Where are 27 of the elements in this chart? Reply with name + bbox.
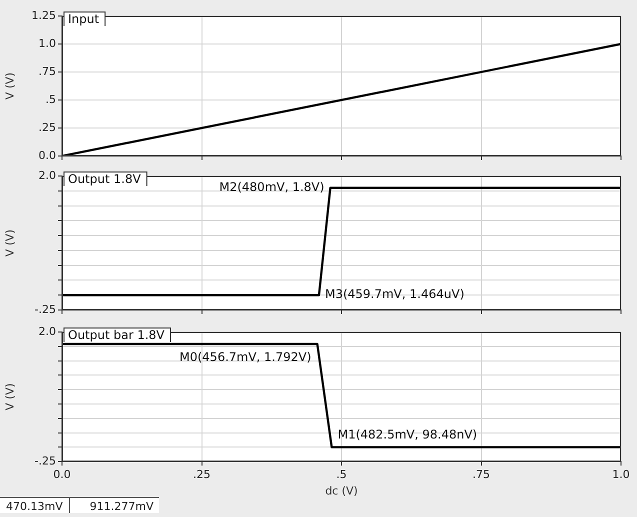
y-tick-label: 0.0 [38,148,56,162]
y-axis-title: V (V) [3,229,16,257]
chart-title: Input [68,12,100,26]
y-axis-title: V (V) [3,72,16,100]
y-tick-label: .5 [46,92,56,106]
y-tick-label: 2.0 [38,168,56,182]
chart-title: Output bar 1.8V [68,328,166,342]
x-axis-title: dc (V) [325,484,358,498]
y-tick-label: -.25 [34,454,56,468]
y-tick-label: .75 [38,64,56,78]
y-axis-title: V (V) [3,383,16,410]
text: 470.13mV [0,497,69,513]
y-tick-label: 2.0 [38,324,56,338]
y-tick-label: 1.25 [32,8,56,22]
y-tick-label: .25 [38,120,56,134]
x-tick-label: .5 [336,468,347,482]
y-tick-label: 1.0 [38,36,56,50]
chart-title: Output 1.8V [68,172,142,186]
annotation: M1(482.5mV, 98.48nV) [338,427,478,442]
annotation: M0(456.7mV, 1.792V) [180,350,312,364]
x-tick-label: 1.0 [612,468,630,482]
annotation: M2(480mV, 1.8V) [219,180,324,194]
x-tick-label: .25 [193,468,210,482]
x-tick-label: .75 [472,468,490,482]
x-tick-label: 0.0 [53,468,71,482]
y-tick-label: -.25 [34,302,56,316]
annotation: M3(459.7mV, 1.464uV) [324,287,464,302]
